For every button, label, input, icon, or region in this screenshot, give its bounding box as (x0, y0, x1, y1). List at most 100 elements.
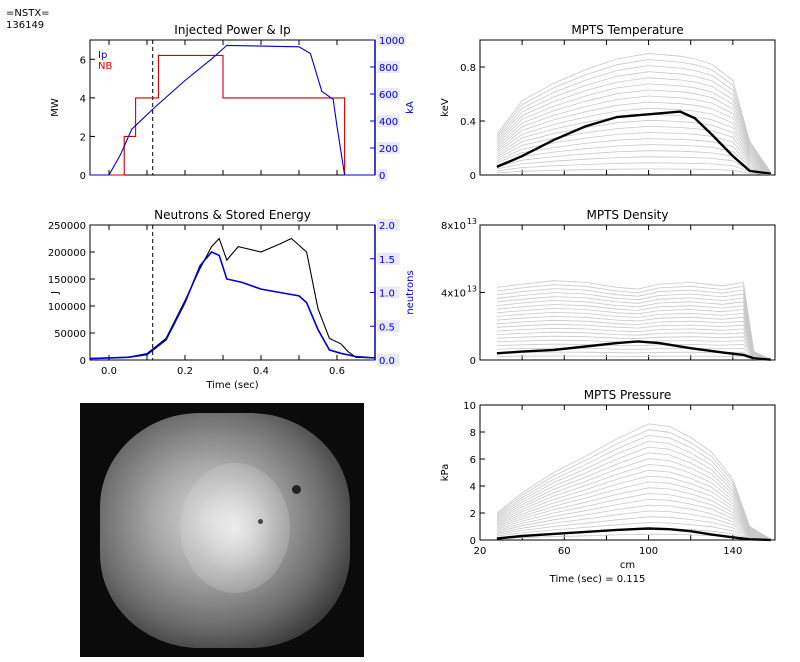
device-label: =NSTX= (6, 8, 50, 19)
power-y2tick-bg (377, 169, 388, 181)
temperature-history-profile (496, 156, 771, 175)
pressure-ytick-label: 2 (470, 509, 476, 520)
camera-spot (292, 485, 301, 494)
power-y2tick-label: 1000 (379, 36, 404, 47)
neutrons-xtick-label: 0.6 (329, 366, 345, 377)
density-history-profile (496, 307, 771, 360)
power-legend-ip: Ip (98, 50, 107, 61)
neutrons-xtick-label: 0.2 (177, 366, 193, 377)
neutrons-y2tick-label: 1.0 (379, 289, 395, 300)
neutrons-y2tick-bg (377, 219, 400, 231)
power-legend-nb: NB (98, 61, 112, 72)
pressure-xtick-label: 20 (474, 546, 487, 557)
temperature-history-profile (496, 59, 772, 173)
neutrons-series-stored-energy (89, 237, 376, 359)
camera-spot (258, 519, 263, 524)
pressure-history-profile (496, 510, 771, 541)
temperature-history-profile (496, 83, 772, 174)
neutrons-y2tick-label: 0.0 (379, 356, 395, 367)
neutrons-y2tick-bg (377, 252, 400, 265)
temperature-ytick-label: 0.8 (460, 63, 476, 74)
power-y2tick-label: 0 (379, 171, 385, 182)
pressure-ytick-label: 10 (463, 401, 476, 412)
pressure-history-profile (496, 498, 771, 541)
neutrons-ytick-label: 200000 (48, 248, 86, 259)
density-history-profile (496, 343, 771, 361)
power-title: Injected Power & Ip (174, 23, 290, 37)
power-y2tick-label: 800 (379, 63, 398, 74)
pressure-ytick-label: 4 (470, 482, 476, 493)
density-ytick-label: 0 (470, 356, 476, 367)
camera-image (80, 403, 364, 657)
density-history-profile (496, 315, 771, 360)
temperature-history-profile (496, 65, 772, 173)
power-y2tick-bg (377, 88, 400, 100)
density-history-profile (496, 288, 771, 360)
density-history-profile (496, 300, 771, 360)
power-ytick-label: 0 (80, 171, 86, 182)
power-y2tick-label: 600 (379, 90, 398, 101)
shot-header: =NSTX= 136149 (6, 8, 50, 32)
pressure-history-profile (496, 429, 772, 540)
neutrons-y2tick-label: 2.0 (379, 221, 395, 232)
neutrons-xtick-label: 0.0 (101, 366, 117, 377)
power-y2label: kA (405, 101, 416, 114)
temperature-plot-frame (479, 39, 776, 176)
density-ytick-label: 4x10 (441, 289, 466, 300)
pressure-xtick-label: 60 (558, 546, 571, 557)
neutrons-ytick-label: 50000 (54, 329, 86, 340)
temperature-history-profile (496, 77, 772, 174)
temperature-history-profile (496, 107, 772, 174)
temperature-title: MPTS Temperature (571, 23, 683, 37)
density-ytick-exponent: 13 (467, 217, 477, 226)
shot-number: 136149 (6, 20, 45, 31)
temperature-current-profile (496, 110, 771, 175)
temperature-history-profile (496, 89, 772, 174)
camera-glow-bright (180, 463, 290, 593)
power-ytick-label: 4 (80, 94, 86, 105)
pressure-xlabel: cm (620, 560, 635, 571)
temperature-chart: MPTS Temperature 0 0.4 0.8 keV (440, 23, 776, 182)
pressure-history-profile (496, 458, 771, 540)
neutrons-y2tick-label: 0.5 (379, 322, 395, 333)
density-history-profile (496, 296, 771, 360)
power-ytick-label: 6 (80, 55, 86, 66)
neutrons-chart: Neutrons & Stored Energy 0 50000 100000 1500… (48, 208, 416, 391)
density-history-profile (496, 304, 771, 360)
temperature-history-profile (496, 138, 771, 175)
power-y2tick-label: 200 (379, 144, 398, 155)
temperature-history-profile (496, 119, 772, 175)
pressure-ytick-label: 0 (470, 536, 476, 547)
pressure-history-profile (496, 493, 771, 541)
density-history-profile (496, 319, 771, 360)
power-y2tick-bg (377, 61, 400, 73)
pressure-history-profile (496, 487, 771, 541)
pressure-xtick-label: 140 (723, 546, 742, 557)
neutrons-y2tick-bg (377, 354, 400, 366)
density-ytick-label: 8x10 (441, 221, 466, 232)
density-history-profile (496, 355, 771, 361)
power-y2tick-bg (377, 34, 406, 46)
pressure-history-profile (496, 469, 771, 540)
neutrons-ytick-label: 250000 (48, 221, 86, 232)
pressure-ytick-label: 6 (470, 455, 476, 466)
density-history-profile (496, 335, 771, 361)
density-history-profile (496, 327, 771, 361)
neutrons-ytick-label: 0 (80, 356, 86, 367)
neutrons-ytick-label: 100000 (48, 302, 86, 313)
time-readout: Time (sec) = 0.115 (549, 574, 646, 585)
neutrons-xlabel: Time (sec) (205, 380, 258, 391)
density-history-profile (496, 284, 771, 360)
pressure-history-profile (496, 522, 771, 541)
density-history-profile (496, 351, 771, 361)
power-y2tick-label: 400 (379, 117, 398, 128)
pressure-history-profile (496, 516, 771, 541)
neutrons-y2tick-label: 1.5 (379, 255, 395, 266)
temperature-ytick-label: 0 (470, 171, 476, 182)
temperature-ylabel: keV (440, 98, 451, 117)
pressure-history-profile (496, 475, 771, 540)
neutrons-ylabel: J (50, 291, 61, 295)
pressure-history-profile (496, 423, 772, 540)
neutrons-series-neutrons (89, 251, 376, 360)
